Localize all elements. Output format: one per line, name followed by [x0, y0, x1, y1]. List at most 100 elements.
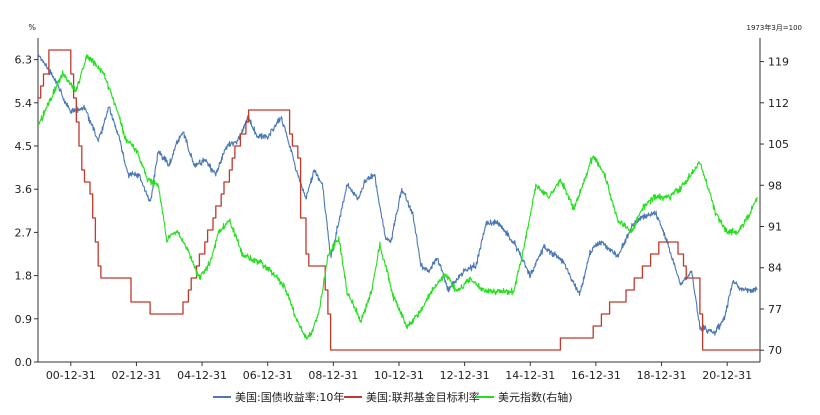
series-3-point [210, 261, 211, 262]
series-2-point [642, 265, 643, 266]
series-2-point [84, 181, 85, 182]
x-tick-label: 14-12-31 [505, 369, 555, 382]
left-tick-label: 4.5 [15, 140, 33, 153]
series-1-point [601, 241, 602, 242]
series-1-point [464, 270, 465, 271]
x-tick-label: 16-12-31 [571, 369, 621, 382]
right-tick-label: 84 [768, 262, 782, 275]
x-tick-label: 02-12-31 [111, 369, 161, 382]
series-3-point [530, 214, 531, 215]
series-1-point [639, 217, 640, 218]
series-3-point [259, 261, 260, 262]
series-3-point [513, 291, 514, 292]
right-tick-label: 77 [768, 303, 782, 316]
series-1-point [70, 112, 71, 113]
series-3-point [166, 238, 167, 239]
series-1-point [437, 256, 438, 257]
series-2-point [150, 313, 151, 314]
series-1-point [237, 141, 238, 142]
series-1-point [390, 241, 391, 242]
series-3-point [273, 273, 274, 274]
series-3-point [486, 291, 487, 292]
series-1-point [724, 318, 725, 319]
series-3-point [295, 314, 296, 315]
series-3-point [188, 250, 189, 251]
series-2-point [98, 265, 99, 266]
series-3-point [229, 220, 230, 221]
series-2-point [130, 301, 131, 302]
series-3-point [218, 232, 219, 233]
series-2-point [182, 301, 183, 302]
series-1-point [51, 73, 52, 74]
series-2-point [37, 97, 38, 98]
series-1-point [699, 328, 700, 329]
series-2-point [191, 277, 192, 278]
series-2-point [330, 349, 331, 350]
x-tick-label: 12-12-31 [440, 369, 490, 382]
right-tick-label: 105 [768, 138, 789, 151]
series-3-point [360, 320, 361, 321]
series-2-point [95, 241, 96, 242]
x-tick-label: 04-12-31 [177, 369, 227, 382]
right-tick-label: 119 [768, 56, 789, 69]
series-1-point [475, 265, 476, 266]
series-line-1 [37, 53, 758, 336]
series-2-point [232, 157, 233, 158]
series-3-point [158, 185, 159, 186]
series-2-point [658, 241, 659, 242]
series-1-point [139, 174, 140, 175]
series-3-point [147, 179, 148, 180]
series-2-point [300, 193, 301, 194]
series-line-2 [38, 49, 760, 351]
series-2-point [89, 193, 90, 194]
series-1-point [84, 107, 85, 108]
series-2-point [248, 109, 249, 110]
series-1-point [757, 289, 758, 290]
series-2-point [702, 349, 703, 350]
x-tick-label: 10-12-31 [374, 369, 424, 382]
series-1-point [357, 198, 358, 199]
series-2-point [240, 133, 241, 134]
series-3-point [407, 326, 408, 327]
series-2-point [73, 97, 74, 98]
series-1-point [177, 141, 178, 142]
series-1-point [169, 165, 170, 166]
series-2-point [325, 289, 326, 290]
series-1-point [98, 141, 99, 142]
series-1-point [37, 54, 38, 55]
series-3-point [535, 185, 536, 186]
series-3-point [456, 291, 457, 292]
legend-label-3: 美元指数(右轴) [498, 390, 573, 404]
series-3-point [470, 279, 471, 280]
series-3-point [305, 338, 306, 339]
series-2-point [625, 289, 626, 290]
series-1-point [256, 136, 257, 137]
series-2-point [221, 193, 222, 194]
series-2-point [92, 217, 93, 218]
series-1-point [289, 145, 290, 146]
series-3-point [653, 197, 654, 198]
series-2-point [699, 313, 700, 314]
x-tick-label: 06-12-31 [243, 369, 293, 382]
series-1-point [456, 280, 457, 281]
series-1-point [713, 333, 714, 334]
series-1-point [691, 270, 692, 271]
series-3-point [549, 197, 550, 198]
series-3-point [617, 220, 618, 221]
series-3-point [683, 185, 684, 186]
series-1-point [366, 179, 367, 180]
series-3-point [327, 255, 328, 256]
series-2-point [48, 49, 49, 50]
left-axis-unit: % [28, 23, 36, 32]
series-3-point [51, 96, 52, 97]
series-2-point [81, 169, 82, 170]
legend-label-1: 美国:国债收益率:10年 [235, 390, 344, 404]
left-tick-label: 0.9 [15, 313, 33, 326]
series-3-point [738, 232, 739, 233]
series-2-point [223, 181, 224, 182]
series-1-point [215, 174, 216, 175]
series-3-point [593, 155, 594, 156]
series-1-point [732, 280, 733, 281]
series-1-point [150, 203, 151, 204]
right-tick-label: 98 [768, 179, 782, 192]
